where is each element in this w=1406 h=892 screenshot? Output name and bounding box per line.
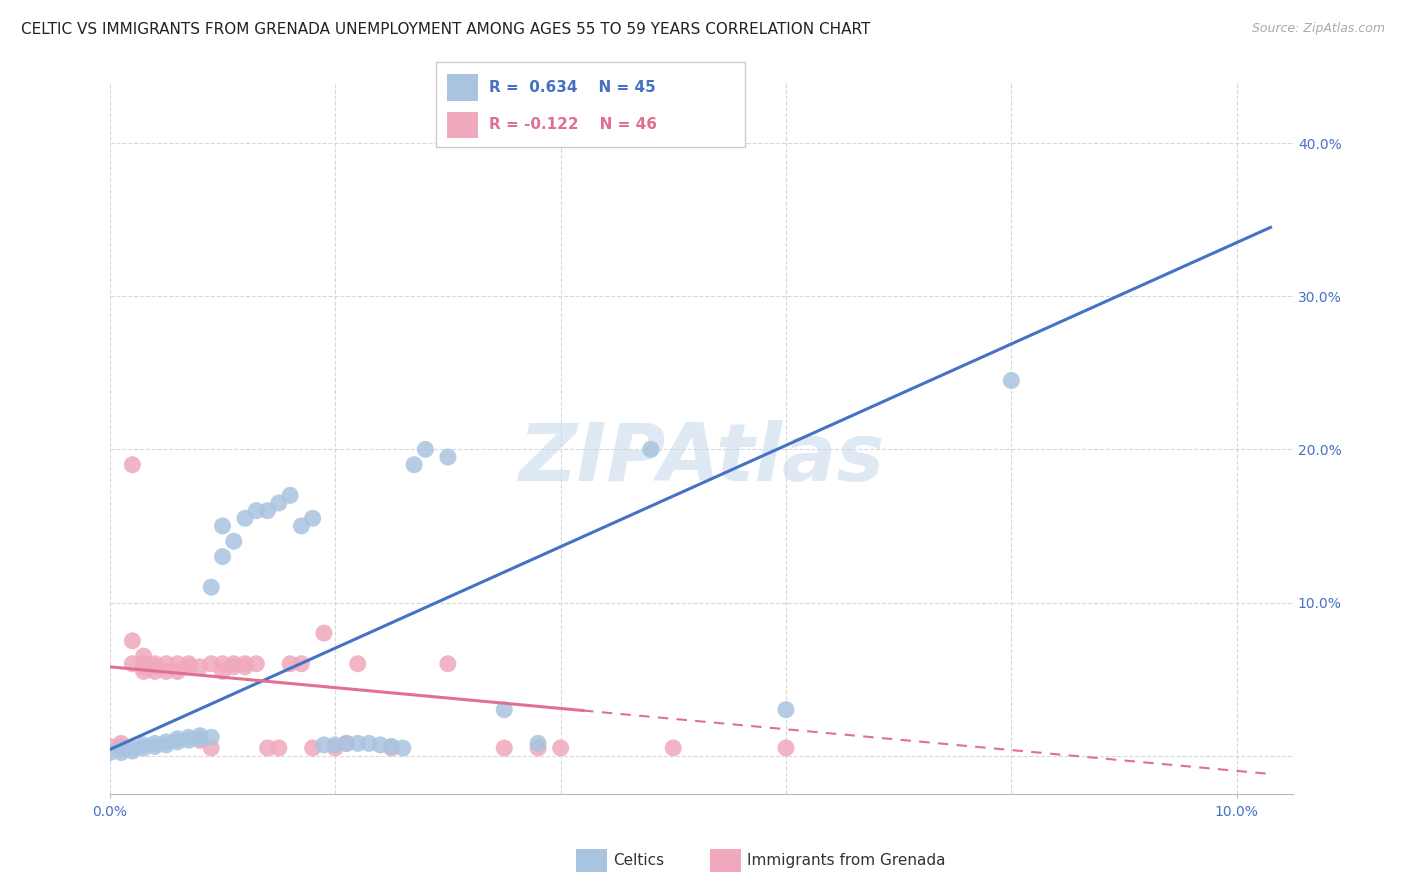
Point xyxy=(211,657,233,671)
Point xyxy=(346,736,368,750)
Point xyxy=(494,741,516,756)
Point xyxy=(121,741,143,756)
Point xyxy=(200,657,222,671)
Point xyxy=(312,626,335,640)
Point xyxy=(233,660,256,674)
Point xyxy=(132,738,155,752)
Point xyxy=(290,519,312,533)
Point xyxy=(775,741,797,756)
Point xyxy=(380,739,402,754)
Point xyxy=(245,657,267,671)
Point xyxy=(177,731,200,745)
Point xyxy=(335,736,357,750)
Point xyxy=(132,741,155,756)
Point xyxy=(188,729,211,743)
Point xyxy=(335,736,357,750)
Point xyxy=(256,503,278,517)
Point xyxy=(110,742,132,756)
Point xyxy=(640,442,662,457)
Point xyxy=(312,738,335,752)
Point xyxy=(143,657,166,671)
Point xyxy=(323,741,346,756)
Point xyxy=(211,549,233,564)
Point xyxy=(233,511,256,525)
Point xyxy=(267,496,290,510)
Point xyxy=(155,738,177,752)
Point xyxy=(121,744,143,758)
Point xyxy=(346,657,368,671)
Point xyxy=(166,665,188,679)
Point xyxy=(155,665,177,679)
Point xyxy=(494,703,516,717)
Point xyxy=(143,736,166,750)
Point xyxy=(177,657,200,671)
Point xyxy=(166,735,188,749)
Point xyxy=(775,703,797,717)
Text: R =  0.634    N = 45: R = 0.634 N = 45 xyxy=(489,80,657,95)
Point xyxy=(222,660,245,674)
Point xyxy=(132,649,155,664)
Point xyxy=(155,735,177,749)
Text: ZIPAtlas: ZIPAtlas xyxy=(519,420,884,499)
Point xyxy=(188,731,211,746)
Point xyxy=(323,738,346,752)
Point xyxy=(155,657,177,671)
Point xyxy=(143,660,166,674)
Point xyxy=(290,657,312,671)
Point xyxy=(132,660,155,674)
Point xyxy=(245,503,267,517)
Text: CELTIC VS IMMIGRANTS FROM GRENADA UNEMPLOYMENT AMONG AGES 55 TO 59 YEARS CORRELA: CELTIC VS IMMIGRANTS FROM GRENADA UNEMPL… xyxy=(21,22,870,37)
Point xyxy=(278,488,301,502)
Point xyxy=(380,741,402,756)
Text: Celtics: Celtics xyxy=(613,854,664,868)
Point xyxy=(391,741,413,756)
Point xyxy=(357,736,380,750)
Point xyxy=(222,534,245,549)
Text: Immigrants from Grenada: Immigrants from Grenada xyxy=(747,854,945,868)
Point xyxy=(1000,374,1022,388)
Point xyxy=(278,657,301,671)
Point xyxy=(437,450,460,464)
Point xyxy=(527,741,550,756)
Point xyxy=(188,733,211,747)
Text: Source: ZipAtlas.com: Source: ZipAtlas.com xyxy=(1251,22,1385,36)
Point xyxy=(256,741,278,756)
Point xyxy=(301,511,323,525)
Point xyxy=(132,657,155,671)
Point xyxy=(110,739,132,754)
Point xyxy=(132,665,155,679)
Point xyxy=(188,660,211,674)
Point xyxy=(211,665,233,679)
Point xyxy=(368,738,391,752)
Point xyxy=(121,458,143,472)
Point xyxy=(415,442,437,457)
Point xyxy=(222,657,245,671)
Point xyxy=(166,731,188,746)
Text: R = -0.122    N = 46: R = -0.122 N = 46 xyxy=(489,118,657,132)
Point xyxy=(200,731,222,745)
Point xyxy=(200,741,222,756)
Point xyxy=(121,657,143,671)
Point xyxy=(550,741,572,756)
Point xyxy=(211,519,233,533)
Point xyxy=(143,665,166,679)
Point xyxy=(98,746,121,760)
Point xyxy=(200,580,222,594)
Point xyxy=(143,739,166,754)
Point xyxy=(662,741,685,756)
Point xyxy=(527,736,550,750)
Point xyxy=(437,657,460,671)
Point xyxy=(121,633,143,648)
Point xyxy=(404,458,426,472)
Point xyxy=(267,741,290,756)
Point xyxy=(177,733,200,747)
Point xyxy=(301,741,323,756)
Point xyxy=(233,657,256,671)
Point xyxy=(110,746,132,760)
Point xyxy=(110,736,132,750)
Point xyxy=(166,657,188,671)
Point xyxy=(177,660,200,674)
Point xyxy=(98,739,121,754)
